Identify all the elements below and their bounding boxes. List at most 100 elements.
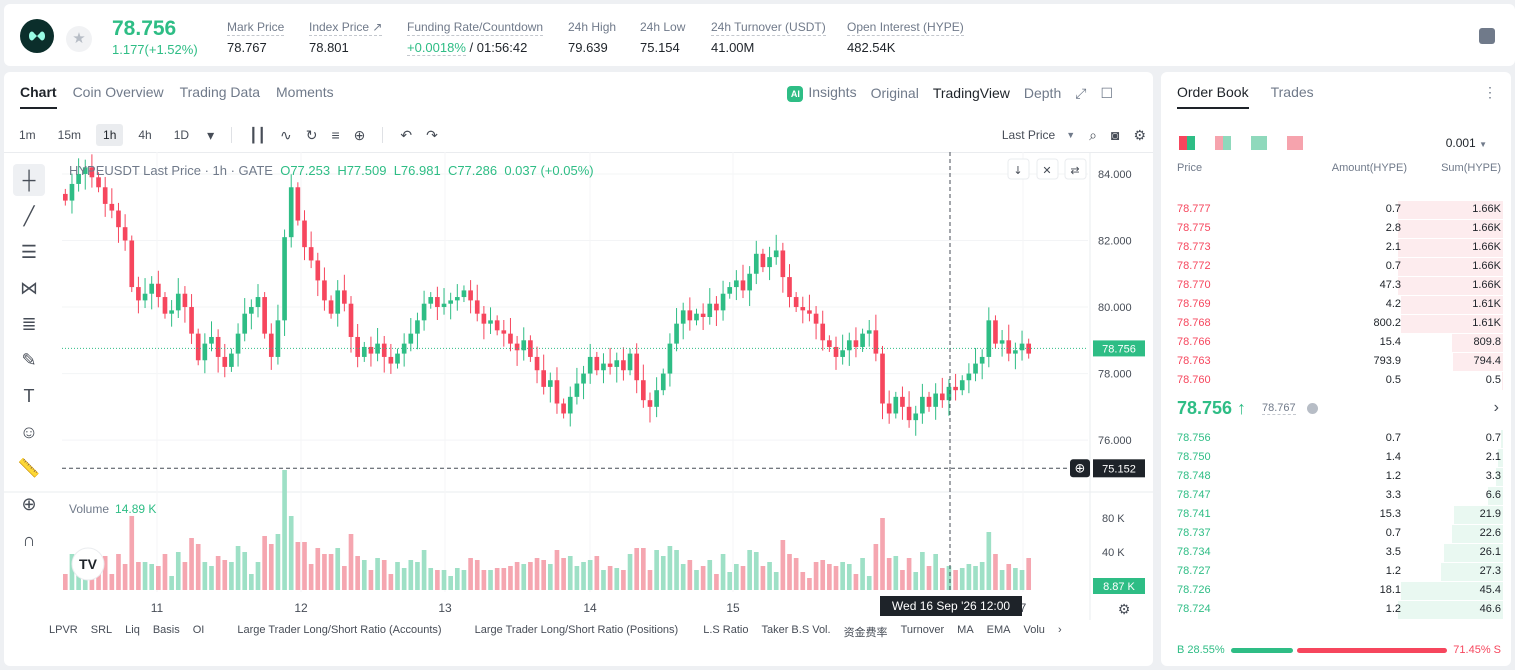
candle-body bbox=[727, 287, 733, 294]
templates-icon[interactable]: ≡ bbox=[331, 127, 340, 143]
chart-tabs: Chart Coin Overview Trading Data Moments bbox=[20, 84, 334, 109]
tab-trades[interactable]: Trades bbox=[1270, 84, 1314, 100]
tab-order-book[interactable]: Order Book bbox=[1177, 84, 1249, 109]
undo-icon[interactable]: ↶ bbox=[400, 126, 413, 143]
stat-open-interest[interactable]: Open Interest (HYPE) 482.54K bbox=[847, 20, 964, 55]
ask-row[interactable]: 78.773 2.1 1.66K bbox=[1161, 238, 1511, 257]
indicator-funding-rate[interactable]: 资金费率 bbox=[843, 627, 888, 639]
row-sum: 1.66K bbox=[1472, 222, 1501, 234]
indicator-srl[interactable]: SRL bbox=[90, 624, 113, 636]
indicator-lpvr[interactable]: LPVR bbox=[49, 624, 78, 636]
window-icon[interactable]: ☐ bbox=[1100, 84, 1113, 101]
tick-size-select[interactable]: 0.001 ▼ bbox=[1445, 136, 1487, 150]
ask-row[interactable]: 78.772 0.7 1.66K bbox=[1161, 257, 1511, 276]
replay-icon[interactable]: ↻ bbox=[305, 126, 318, 143]
layout-both-icon[interactable] bbox=[1179, 136, 1195, 150]
depth-bar bbox=[1398, 239, 1503, 257]
tf-1d[interactable]: 1D bbox=[173, 128, 190, 142]
indicator-basis[interactable]: Basis bbox=[152, 624, 180, 636]
candle-type-icon[interactable]: ┃┃ bbox=[249, 126, 266, 143]
view-depth[interactable]: Depth bbox=[1023, 85, 1062, 101]
stat-24h-turnover[interactable]: 24h Turnover (USDT) 41.00M bbox=[711, 20, 826, 55]
indicator-turnover[interactable]: Turnover bbox=[900, 624, 945, 636]
pattern-icon[interactable]: ⋈ bbox=[20, 278, 38, 298]
ask-row[interactable]: 78.770 47.3 1.66K bbox=[1161, 276, 1511, 295]
settings-gear-icon[interactable]: ⚙ bbox=[1133, 126, 1146, 143]
indicator-volume[interactable]: Volu bbox=[1023, 624, 1045, 636]
indicator-oi[interactable]: OI bbox=[192, 624, 205, 636]
last-price-dropdown-icon[interactable]: ▼ bbox=[1066, 130, 1076, 140]
timeframe-dropdown-icon[interactable]: ▾ bbox=[207, 126, 215, 143]
indicator-taker-vol[interactable]: Taker B.S Vol. bbox=[761, 624, 831, 636]
zoom-in-icon[interactable]: ⊕ bbox=[21, 494, 37, 514]
text-tool-icon[interactable]: T bbox=[23, 386, 35, 406]
tf-1h[interactable]: 1h bbox=[96, 124, 124, 146]
ask-row[interactable]: 78.760 0.5 0.5 bbox=[1161, 371, 1511, 390]
redo-icon[interactable]: ↷ bbox=[426, 126, 438, 143]
bid-row[interactable]: 78.750 1.4 2.1 bbox=[1161, 448, 1511, 467]
ask-row[interactable]: 78.769 4.2 1.61K bbox=[1161, 295, 1511, 314]
indicator-lt-positions[interactable]: Large Trader Long/Short Ratio (Positions… bbox=[474, 624, 679, 636]
stat-mark-price[interactable]: Mark Price 78.767 bbox=[227, 20, 285, 55]
candle-body bbox=[999, 340, 1005, 344]
insights-button[interactable]: AI Insights bbox=[787, 84, 857, 102]
bid-row[interactable]: 78.724 1.2 46.6 bbox=[1161, 600, 1511, 619]
add-indicator-icon[interactable]: ⊕ bbox=[353, 126, 366, 143]
candle-body bbox=[322, 280, 327, 301]
magnet-icon[interactable]: ∩ bbox=[22, 530, 36, 550]
layout-asks-icon[interactable] bbox=[1287, 136, 1303, 150]
indicator-liq[interactable]: Liq bbox=[125, 624, 140, 636]
layout-split-icon[interactable] bbox=[1215, 136, 1231, 150]
tf-4h[interactable]: 4h bbox=[138, 128, 152, 142]
chevron-right-icon[interactable]: › bbox=[1493, 399, 1499, 416]
tab-chart[interactable]: Chart bbox=[20, 84, 57, 109]
horizontal-lines-icon[interactable]: ☰ bbox=[20, 242, 38, 262]
notes-icon[interactable] bbox=[1479, 28, 1495, 44]
indicator-ls-ratio[interactable]: L.S Ratio bbox=[703, 624, 749, 636]
tab-trading-data[interactable]: Trading Data bbox=[179, 84, 261, 100]
more-menu-icon[interactable]: ⋮ bbox=[1483, 84, 1497, 100]
chevron-right-icon[interactable]: › bbox=[1057, 624, 1062, 636]
bid-row[interactable]: 78.727 1.2 27.3 bbox=[1161, 562, 1511, 581]
indicators-icon[interactable]: ∿ bbox=[279, 126, 292, 143]
camera-icon[interactable]: ◙ bbox=[1110, 127, 1120, 143]
ruler-icon[interactable]: 📏 bbox=[17, 458, 41, 478]
indicator-lt-accounts[interactable]: Large Trader Long/Short Ratio (Accounts) bbox=[237, 624, 442, 636]
tab-moments[interactable]: Moments bbox=[276, 84, 334, 100]
bid-row[interactable]: 78.726 18.1 45.4 bbox=[1161, 581, 1511, 600]
emoji-icon[interactable]: ☺ bbox=[19, 422, 39, 442]
time-axis-label: 15 bbox=[726, 601, 740, 615]
bid-row[interactable]: 78.747 3.3 6.6 bbox=[1161, 486, 1511, 505]
bid-row[interactable]: 78.737 0.7 22.6 bbox=[1161, 524, 1511, 543]
search-icon[interactable]: ⌕ bbox=[1089, 126, 1097, 143]
ask-row[interactable]: 78.777 0.7 1.66K bbox=[1161, 200, 1511, 219]
stat-index-price[interactable]: Index Price ↗ 78.801 bbox=[309, 20, 383, 55]
trend-line-icon[interactable]: ╱ bbox=[23, 206, 35, 226]
brush-icon[interactable]: ✎ bbox=[21, 350, 37, 370]
expand-icon[interactable]: ⤢ bbox=[1075, 84, 1087, 101]
tf-15m[interactable]: 15m bbox=[57, 128, 82, 142]
bid-row[interactable]: 78.741 15.3 21.9 bbox=[1161, 505, 1511, 524]
candle-body bbox=[873, 330, 879, 354]
ask-row[interactable]: 78.763 793.9 794.4 bbox=[1161, 352, 1511, 371]
indicator-ma[interactable]: MA bbox=[957, 624, 974, 636]
crosshair-icon[interactable]: ┼ bbox=[13, 164, 45, 196]
view-original[interactable]: Original bbox=[870, 85, 919, 101]
ask-row[interactable]: 78.768 800.2 1.61K bbox=[1161, 314, 1511, 333]
ask-row[interactable]: 78.775 2.8 1.66K bbox=[1161, 219, 1511, 238]
tf-1m[interactable]: 1m bbox=[19, 128, 36, 142]
tab-coin-overview[interactable]: Coin Overview bbox=[72, 84, 164, 100]
swap-icon bbox=[1064, 158, 1087, 180]
last-price-select[interactable]: Last Price bbox=[1001, 128, 1056, 142]
bid-row[interactable]: 78.734 3.5 26.1 bbox=[1161, 543, 1511, 562]
bid-row[interactable]: 78.748 1.2 3.3 bbox=[1161, 467, 1511, 486]
bid-row[interactable]: 78.756 0.7 0.7 bbox=[1161, 429, 1511, 448]
candlestick-chart[interactable]: 84.000 82.000 80.000 78.000 76.000 11 12 13 14 15… bbox=[4, 72, 1153, 666]
indicator-ema[interactable]: EMA bbox=[986, 624, 1011, 636]
fib-icon[interactable]: ≣ bbox=[21, 314, 37, 334]
favorite-star-icon[interactable]: ★ bbox=[66, 26, 92, 52]
view-tradingview[interactable]: TradingView bbox=[932, 85, 1010, 101]
stat-funding-rate[interactable]: Funding Rate/Countdown +0.0018% / 01:56:4… bbox=[407, 20, 544, 56]
layout-bids-icon[interactable] bbox=[1251, 136, 1267, 150]
ask-row[interactable]: 78.766 15.4 809.8 bbox=[1161, 333, 1511, 352]
